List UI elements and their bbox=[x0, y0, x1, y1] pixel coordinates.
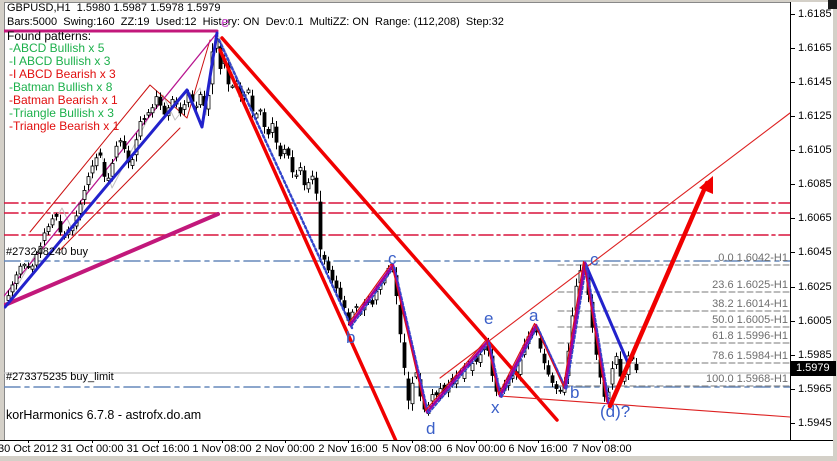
wave-label-b: b bbox=[570, 383, 580, 402]
chart-plot-area[interactable] bbox=[4, 2, 790, 440]
price-tick-mark bbox=[791, 82, 795, 83]
price-tick-mark bbox=[791, 321, 795, 322]
price-tick-label: 1.6145 bbox=[798, 76, 832, 88]
price-tick-label: 1.5965 bbox=[798, 383, 832, 395]
price-tick-label: 1.6085 bbox=[798, 178, 832, 190]
price-tick-mark bbox=[791, 48, 795, 49]
window-right-edge bbox=[833, 0, 837, 461]
time-tick-mark bbox=[538, 440, 539, 443]
price-tick-label: 1.6065 bbox=[798, 212, 832, 224]
wave-label-a: a bbox=[529, 306, 539, 325]
price-tick-label: 1.6165 bbox=[798, 42, 832, 54]
price-tick-mark bbox=[791, 287, 795, 288]
pattern-item: -Triangle Bullish x 3 bbox=[9, 106, 114, 120]
window-bottom-edge bbox=[0, 456, 837, 461]
price-tick-mark bbox=[791, 218, 795, 219]
price-tick-label: 1.6005 bbox=[798, 315, 832, 327]
time-tick-mark bbox=[285, 440, 286, 443]
price-tick-label: 1.5945 bbox=[798, 417, 832, 429]
price-tick-mark bbox=[791, 355, 795, 356]
indicator-params: Bars:5000 Swing:160 ZZ:19 Used:12 Histor… bbox=[7, 16, 504, 28]
fib-level-label: 50.0 1.6005-H1 bbox=[712, 314, 788, 326]
time-tick-label: 5 Nov 08:00 bbox=[382, 443, 442, 455]
fib-level-label: 78.6 1.5984-H1 bbox=[712, 350, 788, 362]
time-tick-label: 6 Nov 16:00 bbox=[508, 443, 568, 455]
price-tick-mark bbox=[791, 116, 795, 117]
time-tick-label: 1 Nov 08:00 bbox=[192, 443, 252, 455]
time-tick-mark bbox=[92, 440, 93, 443]
price-tick-mark bbox=[791, 150, 795, 151]
symbol-title: GBPUSD,H1 1.5980 1.5987 1.5978 1.5979 bbox=[7, 2, 221, 14]
price-tick-mark bbox=[791, 252, 795, 253]
time-tick-mark bbox=[476, 440, 477, 443]
time-tick-mark bbox=[348, 440, 349, 443]
wave-label-e: e bbox=[484, 309, 494, 328]
time-tick-mark bbox=[28, 440, 29, 443]
window-corner-artifact bbox=[828, 0, 837, 9]
wave-label-x: x bbox=[491, 398, 500, 417]
wave-label-d: d bbox=[426, 419, 436, 438]
price-tick-label: 1.6045 bbox=[798, 246, 832, 258]
price-tick-mark bbox=[791, 423, 795, 424]
time-axis[interactable] bbox=[0, 440, 833, 456]
indicator-watermark: korHarmonics 6.7.8 - astrofx.do.am bbox=[6, 408, 202, 422]
wave-label-c: c bbox=[388, 249, 397, 268]
pattern-item: -I ABCD Bullish x 3 bbox=[9, 54, 111, 68]
wave-label-d: (d)? bbox=[600, 402, 631, 421]
pattern-item: -ABCD Bullish x 5 bbox=[9, 41, 105, 55]
fib-level-label: 61.8 1.5996-H1 bbox=[712, 330, 788, 342]
fib-level-label: 0.0 1.6042-H1 bbox=[718, 252, 788, 264]
order-label[interactable]: #273248240 buy bbox=[6, 246, 88, 258]
price-tick-label: 1.5985 bbox=[798, 349, 832, 361]
price-tick-label: 1.6185 bbox=[798, 8, 832, 20]
wave-label-c: c bbox=[590, 250, 599, 269]
pattern-item: -Batman Bearish x 1 bbox=[9, 93, 118, 107]
wave-label-b: b bbox=[346, 328, 356, 347]
price-tick-mark bbox=[791, 184, 795, 185]
time-tick-label: 7 Nov 08:00 bbox=[572, 443, 632, 455]
time-tick-label: 31 Oct 00:00 bbox=[60, 443, 124, 455]
time-tick-label: 31 Oct 16:00 bbox=[126, 443, 190, 455]
time-tick-label: 2 Nov 00:00 bbox=[255, 443, 315, 455]
fib-level-label: 38.2 1.6014-H1 bbox=[712, 298, 788, 310]
time-tick-label: 2 Nov 16:00 bbox=[318, 443, 378, 455]
price-tick-label: 1.6125 bbox=[798, 110, 832, 122]
time-tick-mark bbox=[412, 440, 413, 443]
found-patterns-title: Found patterns: bbox=[7, 29, 92, 43]
time-tick-label: 6 Nov 00:00 bbox=[446, 443, 506, 455]
fib-level-label: 23.6 1.6025-H1 bbox=[712, 279, 788, 291]
price-tick-mark bbox=[791, 14, 795, 15]
current-price-tag: 1.5979 bbox=[791, 361, 836, 376]
pattern-item: -Triangle Bearish x 1 bbox=[9, 119, 120, 133]
pattern-item: -I ABCD Bearish x 3 bbox=[9, 67, 116, 81]
wave-label-e: e bbox=[221, 14, 230, 31]
price-tick-mark bbox=[791, 389, 795, 390]
time-tick-mark bbox=[222, 440, 223, 443]
price-tick-label: 1.6105 bbox=[798, 144, 832, 156]
pattern-item: -Batman Bullish x 8 bbox=[9, 80, 113, 94]
time-tick-label: 30 Oct 2012 bbox=[0, 443, 58, 455]
price-tick-label: 1.6025 bbox=[798, 281, 832, 293]
price-axis-separator bbox=[790, 2, 791, 440]
time-tick-mark bbox=[602, 440, 603, 443]
order-label[interactable]: #273375235 buy_limit bbox=[6, 371, 114, 383]
fib-level-label: 100.0 1.5968-H1 bbox=[706, 373, 788, 385]
time-tick-mark bbox=[158, 440, 159, 443]
